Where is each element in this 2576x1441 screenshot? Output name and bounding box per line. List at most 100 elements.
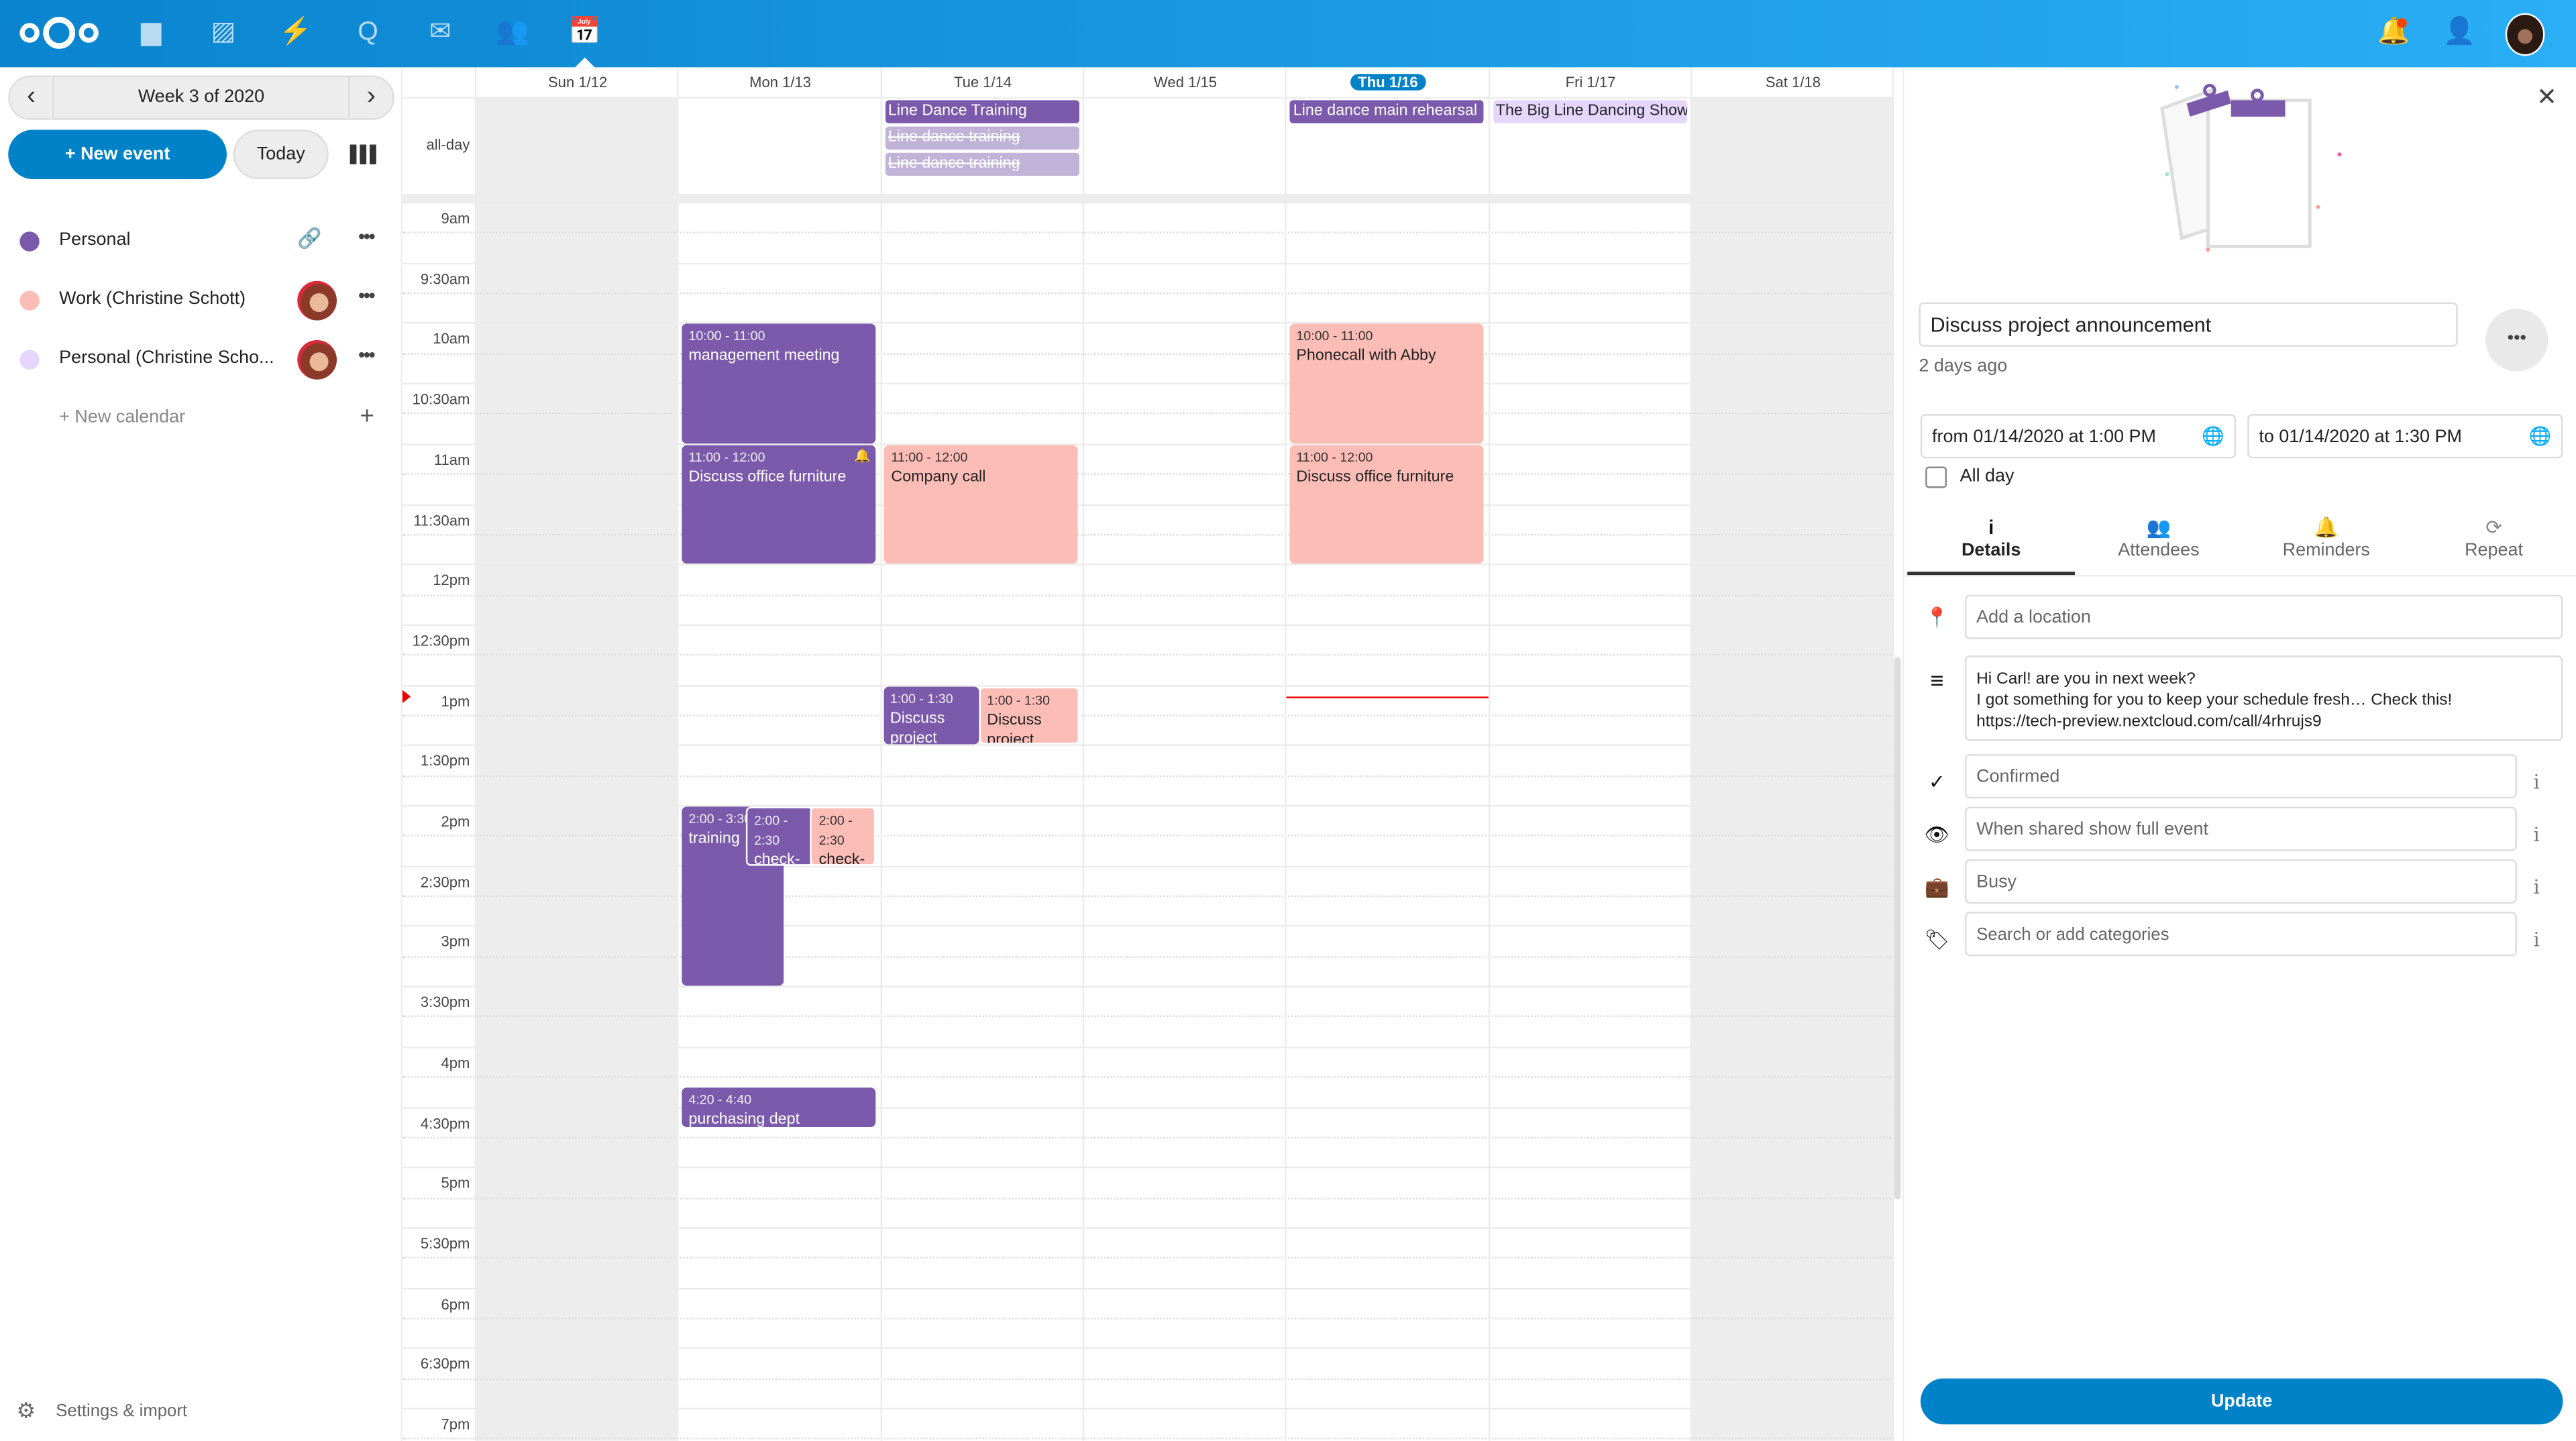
quarter-line <box>402 1377 1894 1380</box>
day-header[interactable]: Mon 1/13 <box>679 67 881 97</box>
info-icon[interactable]: i <box>2533 875 2540 899</box>
week-grid[interactable]: 9am 9:30am 10am 10:30am 11am 11:30am 12pm 12:30… <box>402 67 1894 1441</box>
all-day-event[interactable]: Line Dance Training <box>885 100 1079 123</box>
calendar-event[interactable]: 2:00 - 2:30 check-in <box>745 806 813 865</box>
calendar-color-dot[interactable] <box>19 350 40 370</box>
plus-icon[interactable]: + <box>360 403 374 431</box>
calendar-item[interactable]: Personal 🔗 ••• <box>0 217 402 266</box>
weekend-column <box>1691 97 1894 1441</box>
calendar-app-icon[interactable]: 📅 <box>568 17 602 46</box>
week-label[interactable]: Week 3 of 2020 <box>52 77 350 119</box>
calendar-event[interactable]: 2:00 - 2:30 check-in <box>810 806 876 865</box>
settings-import-button[interactable]: ⚙ Settings & import <box>16 1398 394 1428</box>
calendar-event[interactable]: 10:00 - 11:00 management meeting <box>682 324 876 443</box>
all-day-label[interactable]: All day <box>1960 466 2015 486</box>
settings-label: Settings & import <box>56 1401 188 1422</box>
nextcloud-logo[interactable] <box>18 15 100 51</box>
shared-by-avatar <box>297 339 337 380</box>
status-select[interactable]: Confirmed <box>1964 754 2517 799</box>
new-event-button[interactable]: + New event <box>8 129 227 179</box>
day-header[interactable]: Thu 1/16 <box>1287 67 1489 97</box>
all-day-event[interactable]: Line dance main rehearsal <box>1289 100 1485 123</box>
today-button[interactable]: Today <box>233 129 329 179</box>
all-day-event[interactable]: Line dance training <box>885 152 1079 176</box>
day-header-label: Tue 1/14 <box>953 74 1012 91</box>
talk-app-icon[interactable]: Q <box>358 17 378 46</box>
day-header-label: Sun 1/12 <box>548 74 608 91</box>
calendar-event[interactable]: 4:20 - 4:40 purchasing dept <box>682 1087 876 1127</box>
last-modified: 2 days ago <box>1919 356 2008 376</box>
calendar-item[interactable]: Personal (Christine Scho... ••• <box>0 335 402 384</box>
briefcase-icon: 💼 <box>1925 875 1949 899</box>
calendar-event[interactable]: 10:00 - 11:00 Phonecall with Abby <box>1289 324 1483 443</box>
scrollbar[interactable] <box>1894 657 1901 1199</box>
start-date-value: from 01/14/2020 at 1:00 PM <box>1932 427 2156 447</box>
day-header[interactable]: Fri 1/17 <box>1489 67 1692 97</box>
view-switcher-icon[interactable] <box>350 144 376 164</box>
calendar-more-icon[interactable]: ••• <box>358 225 376 248</box>
tab-repeat[interactable]: ⟳ Repeat <box>2410 515 2576 576</box>
more-actions-button[interactable]: ••• <box>2485 309 2548 372</box>
user-avatar[interactable] <box>2505 13 2545 56</box>
current-time-line <box>1287 696 1489 698</box>
calendar-event[interactable]: 1:00 - 1:30 Discuss project announcement <box>979 686 1081 745</box>
end-date-input[interactable]: to 01/14/2020 at 1:30 PM 🌐 <box>2247 414 2563 459</box>
next-week-button[interactable]: › <box>366 82 376 111</box>
calendar-more-icon[interactable]: ••• <box>358 343 376 367</box>
quarter-line <box>402 775 1894 777</box>
contacts-menu-icon[interactable]: 👤 <box>2443 17 2476 46</box>
time-label: 7pm <box>441 1416 470 1433</box>
previous-week-button[interactable]: ‹ <box>26 82 36 111</box>
time-label: 9:30am <box>420 270 470 287</box>
tab-reminders[interactable]: 🔔 Reminders <box>2243 515 2410 576</box>
tab-attendees[interactable]: 👥 Attendees <box>2075 515 2243 576</box>
info-icon[interactable]: i <box>2533 928 2540 951</box>
day-header[interactable]: Tue 1/14 <box>881 67 1084 97</box>
slot-line <box>402 985 1894 988</box>
top-bar: ▆ ▨ ⚡ Q ✉ 👥 📅 🔔 👤 <box>0 0 2576 68</box>
update-button[interactable]: Update <box>1920 1378 2563 1425</box>
new-calendar-button[interactable]: + New calendar + <box>0 394 402 443</box>
calendar-color-dot[interactable] <box>19 231 40 252</box>
calendar-event[interactable]: 11:00 - 12:00 Company call <box>884 445 1078 564</box>
activity-app-icon[interactable]: ⚡ <box>279 17 313 46</box>
slot-line <box>402 1347 1894 1350</box>
calendar-item[interactable]: Work (Christine Schott) ••• <box>0 276 402 325</box>
day-header[interactable]: Sat 1/18 <box>1692 67 1894 97</box>
tab-details[interactable]: i Details <box>1907 515 2076 576</box>
description-textarea[interactable]: Hi Carl! are you in next week? I got som… <box>1964 655 2563 741</box>
availability-select[interactable]: Busy <box>1964 859 2517 904</box>
all-day-event[interactable]: Line dance training <box>885 126 1079 150</box>
location-pin-icon: 📍 <box>1925 606 1949 629</box>
info-icon[interactable]: i <box>2533 770 2540 794</box>
visibility-select[interactable]: When shared show full event <box>1964 806 2517 851</box>
start-date-input[interactable]: from 01/14/2020 at 1:00 PM 🌐 <box>1920 414 2237 459</box>
time-label: 5pm <box>441 1175 470 1191</box>
location-input[interactable]: Add a location <box>1964 594 2563 639</box>
mail-app-icon[interactable]: ✉ <box>429 17 451 46</box>
all-day-event[interactable]: The Big Line Dancing Show <box>1492 100 1687 123</box>
categories-input[interactable]: Search or add categories <box>1964 912 2517 957</box>
share-link-icon[interactable]: 🔗 <box>297 226 322 250</box>
timezone-globe-icon[interactable]: 🌐 <box>2528 427 2552 447</box>
event-title-input[interactable]: Discuss project announcement <box>1919 302 2458 347</box>
calendar-event[interactable]: 1:00 - 1:30 Discuss project announcement <box>883 686 979 745</box>
info-icon[interactable]: i <box>2533 822 2540 847</box>
calendar-event[interactable]: 11:00 - 12:00 Discuss office furniture 🔔 <box>682 445 876 564</box>
notifications-bell-icon[interactable]: 🔔 <box>2377 17 2410 46</box>
files-app-icon[interactable]: ▆ <box>141 17 162 46</box>
day-header[interactable]: Sun 1/12 <box>476 67 679 97</box>
quarter-line <box>402 292 1894 295</box>
calendar-more-icon[interactable]: ••• <box>358 284 376 307</box>
end-date-value: to 01/14/2020 at 1:30 PM <box>2259 427 2462 447</box>
calendar-event[interactable]: 11:00 - 12:00 Discuss office furniture <box>1289 445 1483 564</box>
time-label: 5:30pm <box>420 1235 470 1252</box>
close-icon[interactable]: ✕ <box>2536 83 2558 112</box>
calendar-color-dot[interactable] <box>19 290 40 311</box>
contacts-app-icon[interactable]: 👥 <box>496 17 529 46</box>
day-header[interactable]: Wed 1/15 <box>1084 67 1287 97</box>
all-day-checkbox[interactable] <box>1925 466 1947 488</box>
day-header-label: Fri 1/17 <box>1565 74 1616 91</box>
timezone-globe-icon[interactable]: 🌐 <box>2202 427 2224 447</box>
photos-app-icon[interactable]: ▨ <box>211 17 236 46</box>
